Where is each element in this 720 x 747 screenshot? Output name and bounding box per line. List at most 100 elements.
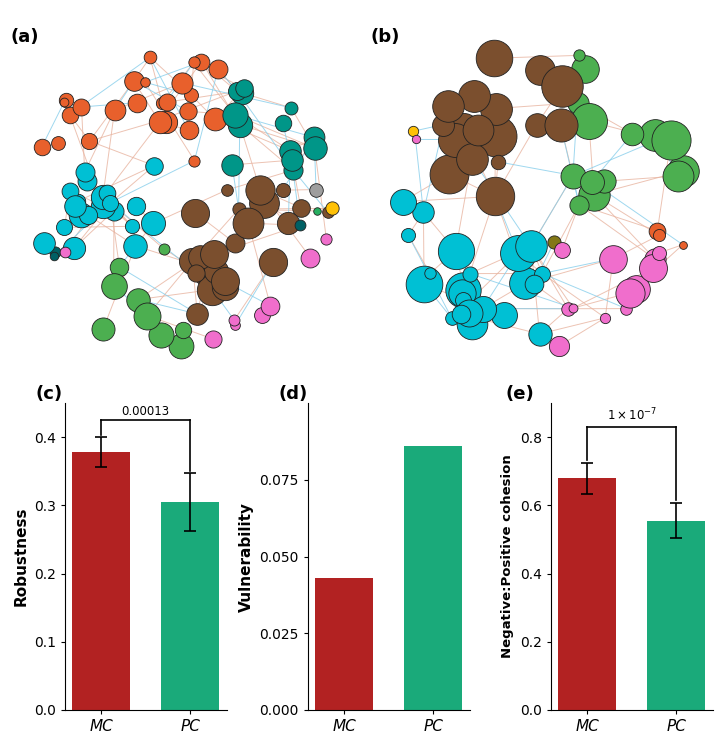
- Text: (c): (c): [36, 385, 63, 403]
- Point: [219, 281, 230, 293]
- Point: [472, 125, 484, 137]
- Point: [464, 267, 475, 279]
- Point: [649, 129, 661, 141]
- Point: [229, 109, 240, 121]
- Point: [309, 142, 320, 154]
- Point: [97, 191, 109, 203]
- Point: [194, 252, 206, 264]
- Point: [295, 202, 307, 214]
- Point: [624, 287, 636, 299]
- Point: [488, 52, 500, 64]
- Bar: [315, 578, 373, 710]
- Point: [76, 101, 87, 113]
- Point: [555, 120, 567, 131]
- Point: [665, 134, 677, 146]
- Point: [219, 276, 230, 288]
- Point: [161, 116, 172, 128]
- Point: [311, 205, 323, 217]
- Point: [282, 217, 294, 229]
- Point: [189, 207, 201, 219]
- Bar: [72, 453, 130, 710]
- Point: [243, 217, 254, 229]
- Point: [498, 309, 509, 321]
- Point: [608, 252, 619, 264]
- Point: [621, 303, 632, 314]
- Point: [308, 131, 320, 143]
- Point: [572, 96, 583, 108]
- Point: [557, 244, 568, 256]
- Point: [94, 192, 106, 204]
- Point: [97, 323, 109, 335]
- Point: [464, 308, 475, 320]
- Point: [284, 145, 296, 157]
- Y-axis label: Negative:Positive cohesion: Negative:Positive cohesion: [501, 455, 514, 658]
- Point: [468, 90, 480, 102]
- Point: [189, 155, 200, 167]
- Point: [154, 116, 166, 128]
- Point: [156, 97, 168, 109]
- Text: $1 \times 10^{-7}$: $1 \times 10^{-7}$: [607, 407, 657, 424]
- Point: [186, 90, 197, 102]
- Point: [534, 328, 545, 340]
- Point: [175, 340, 186, 352]
- Point: [233, 203, 244, 215]
- Point: [567, 302, 579, 314]
- Point: [450, 245, 462, 257]
- Point: [256, 309, 268, 321]
- Text: (d): (d): [279, 385, 308, 403]
- Text: (b): (b): [370, 28, 400, 46]
- Point: [258, 197, 269, 209]
- Point: [531, 119, 542, 131]
- Point: [212, 63, 224, 75]
- Point: [653, 247, 665, 259]
- Point: [557, 81, 568, 93]
- Text: (e): (e): [505, 385, 534, 403]
- Point: [588, 189, 600, 201]
- Point: [549, 235, 560, 247]
- Point: [221, 184, 233, 196]
- Point: [130, 240, 141, 252]
- Point: [176, 77, 188, 89]
- Point: [231, 85, 243, 97]
- Point: [277, 117, 289, 128]
- Point: [38, 237, 50, 249]
- Point: [649, 253, 661, 265]
- Point: [60, 94, 71, 106]
- Point: [677, 239, 688, 251]
- Point: [208, 248, 220, 260]
- Point: [229, 237, 240, 249]
- Point: [489, 190, 500, 202]
- Point: [305, 252, 316, 264]
- Point: [598, 176, 610, 187]
- Point: [130, 199, 142, 211]
- Point: [132, 294, 144, 306]
- Point: [573, 49, 585, 61]
- Point: [153, 115, 165, 127]
- Point: [554, 340, 565, 352]
- Point: [84, 135, 95, 147]
- Point: [526, 241, 537, 252]
- Point: [72, 195, 84, 207]
- Point: [456, 287, 468, 299]
- Point: [139, 76, 150, 88]
- Point: [287, 164, 299, 176]
- Text: 0.00013: 0.00013: [122, 406, 170, 418]
- Bar: [405, 446, 462, 710]
- Point: [238, 82, 250, 94]
- Bar: [161, 502, 220, 710]
- Point: [458, 294, 469, 306]
- Point: [236, 87, 248, 99]
- Point: [104, 197, 116, 209]
- Point: [449, 134, 461, 146]
- Point: [265, 300, 276, 311]
- Point: [209, 113, 220, 125]
- Point: [234, 119, 246, 131]
- Point: [161, 96, 172, 108]
- Point: [286, 154, 297, 166]
- Point: [210, 265, 222, 277]
- Point: [64, 185, 76, 196]
- Point: [230, 319, 241, 331]
- Point: [424, 267, 436, 279]
- Point: [402, 229, 414, 241]
- Point: [226, 159, 238, 171]
